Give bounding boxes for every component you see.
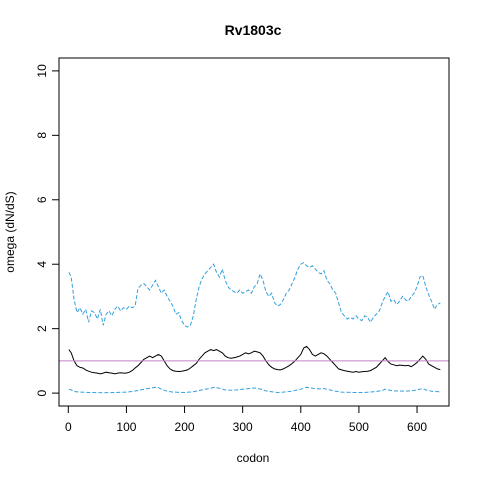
series-line-3 [68,386,441,394]
y-tick-label: 4 [35,261,49,268]
x-tick-label: 0 [65,420,72,434]
x-axis: 0 100 200 300 400 500 600 [65,405,427,434]
y-tick-label: 8 [35,132,49,139]
y-tick-label: 6 [35,196,49,203]
y-tick-label: 0 [35,389,49,396]
y-axis: 0 2 4 6 8 10 [35,64,60,396]
series-line-2 [68,345,441,375]
y-axis-label: omega (dN/dS) [3,191,17,272]
x-tick-label: 400 [291,420,311,434]
x-tick-label: 500 [349,420,369,434]
x-tick-label: 100 [116,420,136,434]
plot-frame [58,57,450,407]
x-tick-label: 200 [175,420,195,434]
x-axis-label: codon [237,451,270,465]
y-tick-label: 10 [35,64,49,78]
plot-area [59,261,449,394]
x-tick-label: 300 [233,420,253,434]
series-line-1 [68,261,441,328]
y-tick-label: 2 [35,325,49,332]
x-tick-label: 600 [407,420,427,434]
chart-title: Rv1803c [225,22,282,38]
